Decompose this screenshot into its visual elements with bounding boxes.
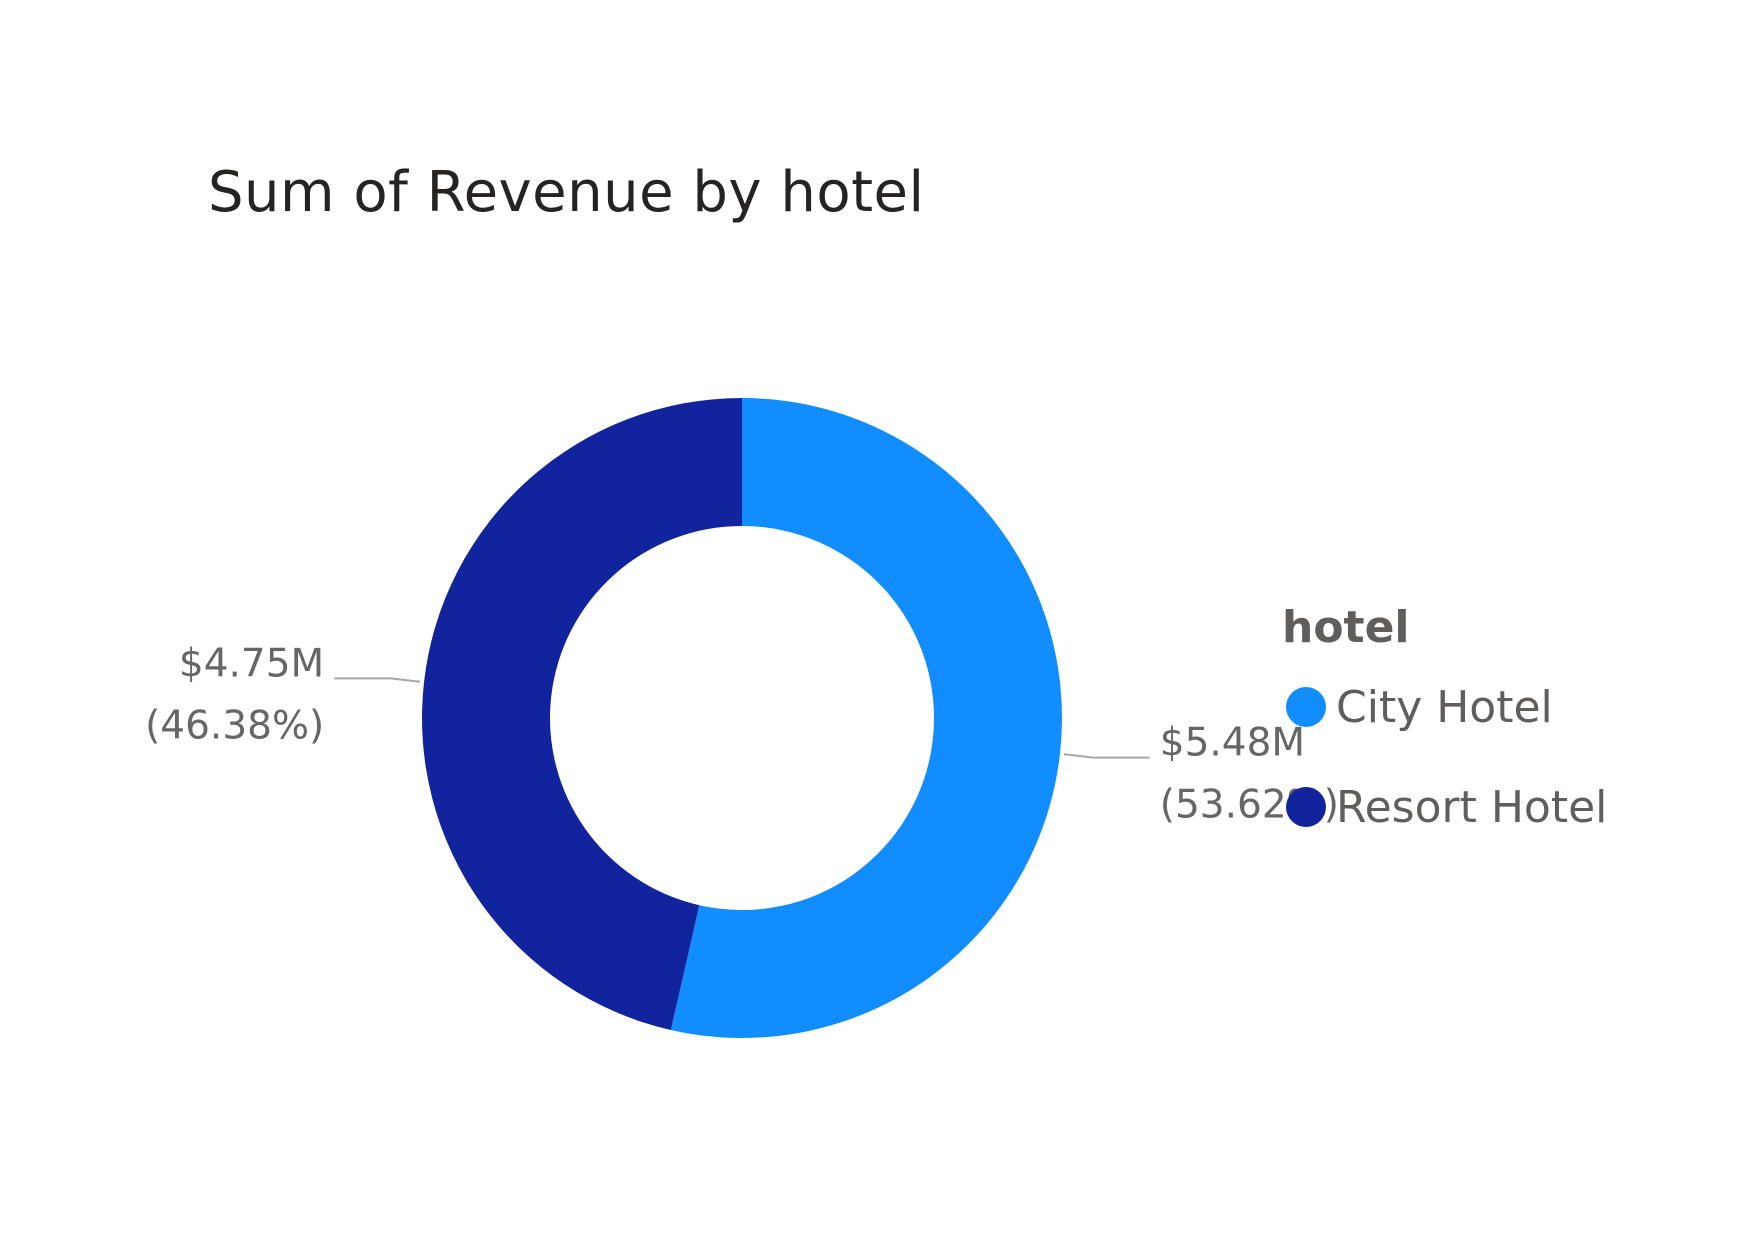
slice-resort-hotel[interactable] — [421, 398, 742, 1030]
leader-lines-layer — [334, 677, 1150, 759]
leader-line-city-hotel — [1063, 753, 1150, 759]
slices-layer — [421, 398, 1062, 1038]
data-label-value-resort-hotel: $4.75M — [179, 641, 324, 686]
legend-marker-resort-hotel[interactable] — [1286, 787, 1326, 827]
leader-line-resort-hotel — [334, 677, 421, 683]
chart-title: Sum of Revenue by hotel — [208, 160, 925, 225]
legend-title: hotel — [1282, 602, 1410, 653]
legend-marker-city-hotel[interactable] — [1286, 687, 1326, 727]
data-labels-layer: $5.48M(53.62%)$4.75M(46.38%) — [145, 641, 1339, 827]
legend-label-city-hotel[interactable]: City Hotel — [1336, 682, 1553, 733]
data-label-percent-resort-hotel: (46.38%) — [145, 703, 324, 748]
legend-label-resort-hotel[interactable]: Resort Hotel — [1336, 782, 1607, 833]
slice-city-hotel[interactable] — [670, 398, 1062, 1038]
data-label-value-city-hotel: $5.48M — [1160, 721, 1305, 766]
legend: hotel City Hotel Resort Hotel — [1282, 602, 1607, 833]
